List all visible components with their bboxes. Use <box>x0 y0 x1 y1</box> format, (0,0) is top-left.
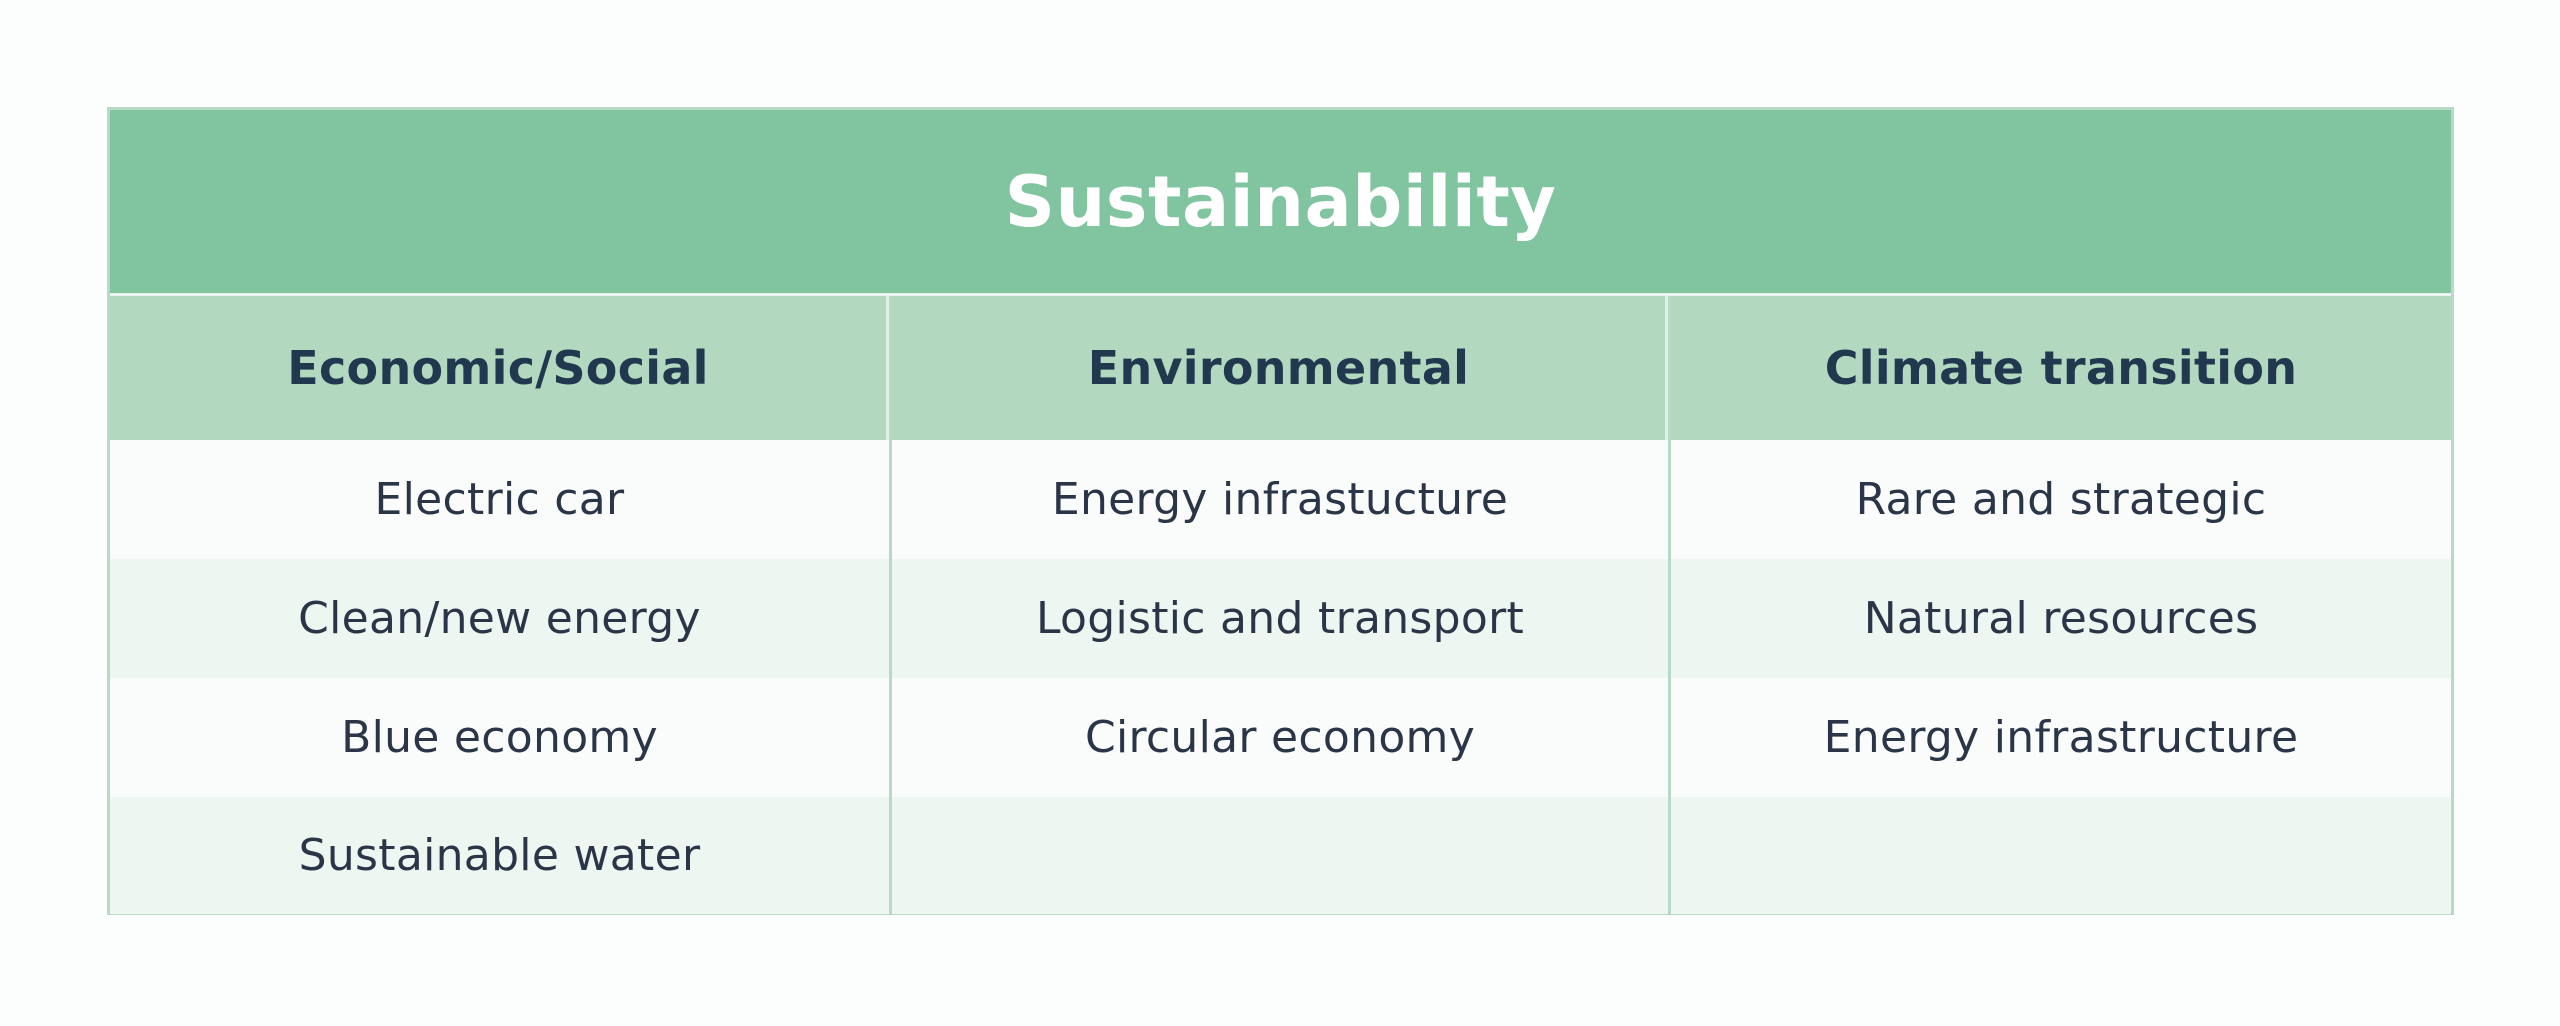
table-cell: Clean/new energy <box>110 559 889 678</box>
column-header: Economic/Social <box>110 296 889 440</box>
table-title-bar: Sustainability <box>110 110 2451 296</box>
table-cell: Electric car <box>110 440 889 559</box>
column-environmental: Environmental Energy infrastucture Logis… <box>892 296 1671 915</box>
column-economic-social: Economic/Social Electric car Clean/new e… <box>110 296 892 915</box>
column-header: Climate transition <box>1671 296 2451 440</box>
table-cell <box>1671 797 2451 914</box>
column-climate-transition: Climate transition Rare and strategic Na… <box>1671 296 2451 915</box>
table-cell: Energy infrastructure <box>1671 678 2451 797</box>
table-cell <box>892 797 1668 914</box>
sustainability-table: Sustainability Economic/Social Electric … <box>107 107 2454 915</box>
table-title: Sustainability <box>1004 160 1557 243</box>
table-cell: Natural resources <box>1671 559 2451 678</box>
table-cell: Circular economy <box>892 678 1668 797</box>
table-cell: Sustainable water <box>110 797 889 914</box>
table-cell: Rare and strategic <box>1671 440 2451 559</box>
table-cell: Blue economy <box>110 678 889 797</box>
table-body: Economic/Social Electric car Clean/new e… <box>110 296 2451 915</box>
table-cell: Logistic and transport <box>892 559 1668 678</box>
column-header: Environmental <box>892 296 1668 440</box>
table-cell: Energy infrastucture <box>892 440 1668 559</box>
